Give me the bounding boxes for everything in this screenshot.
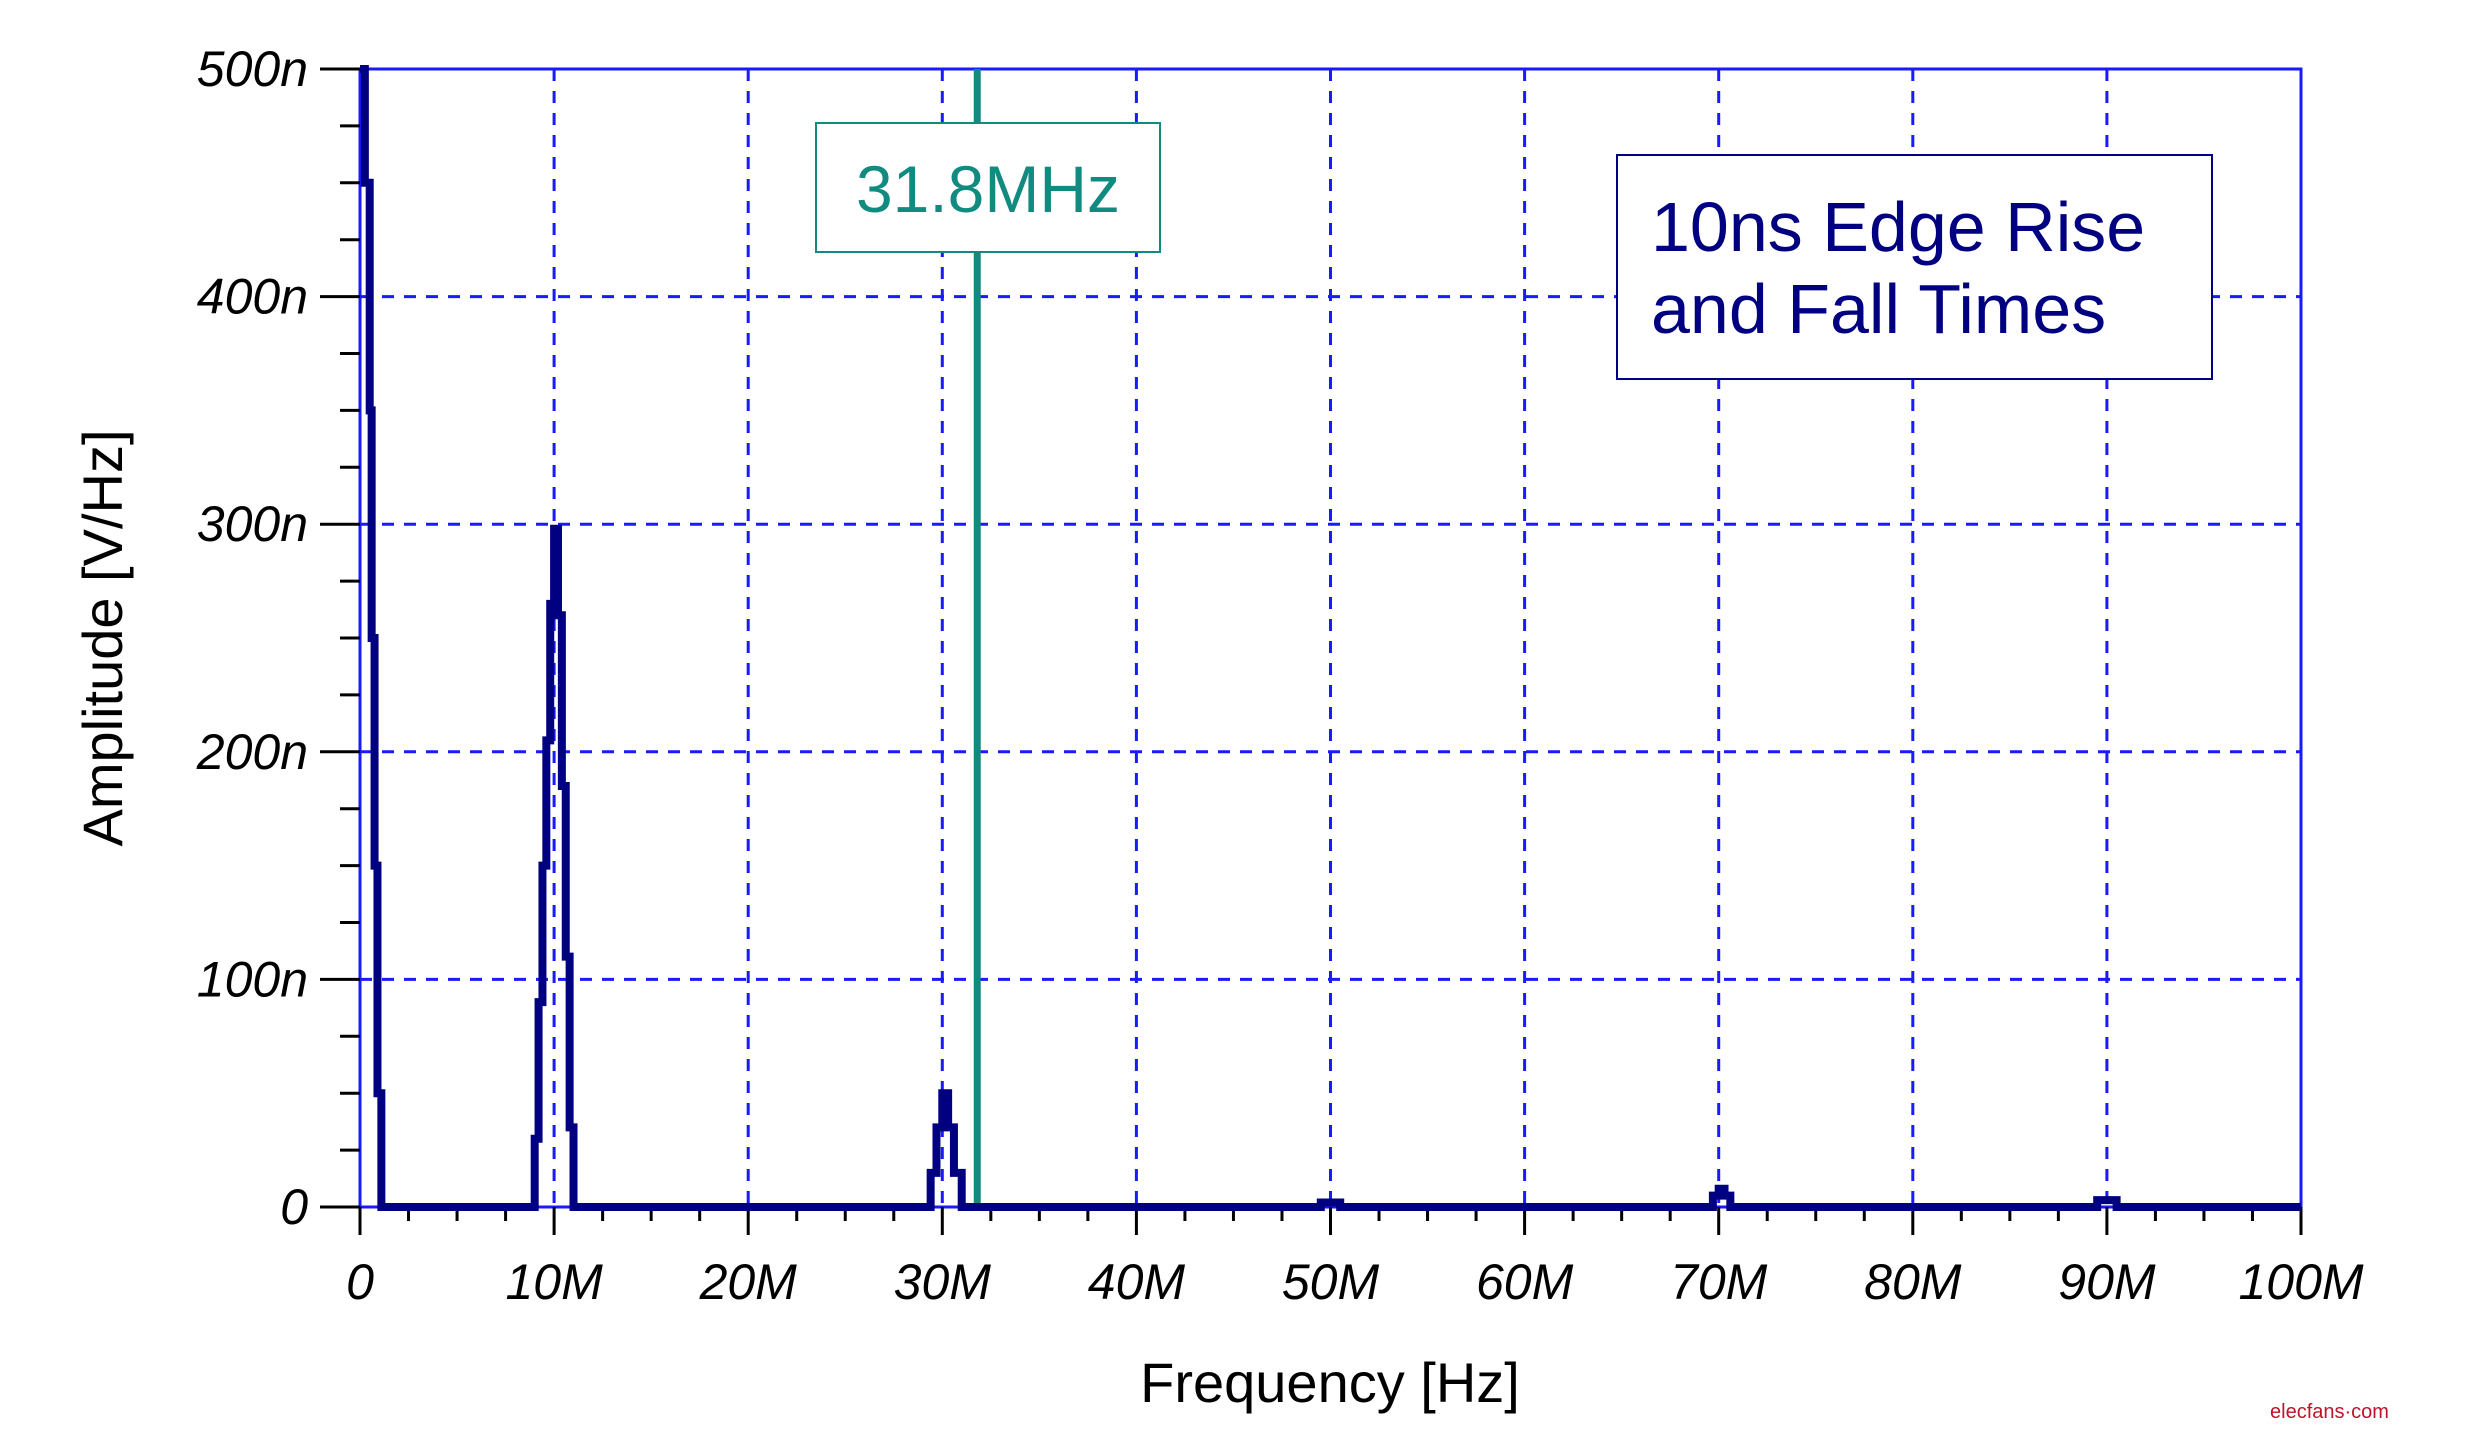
annotation-line-2: and Fall Times [1651,270,2106,348]
x-tick-label: 10M [505,1254,603,1310]
axis-ticks [320,67,2303,1235]
marker-label-box: 31.8MHz [815,122,1161,253]
y-tick-label: 100n [197,951,308,1007]
y-tick-label: 200n [196,724,308,780]
annotation-box: 10ns Edge Rise and Fall Times [1616,154,2213,380]
x-tick-label: 50M [1282,1254,1380,1310]
x-tick-label: 100M [2238,1254,2363,1310]
x-tick-label: 0 [346,1254,374,1310]
x-tick-label: 60M [1476,1254,1574,1310]
y-axis-title: Amplitude [V/Hz] [71,429,134,846]
y-tick-labels: 0 100n 200n 300n 400n 500n [196,41,308,1235]
spectrum-trace [360,65,2301,1211]
watermark-logo: elecfans·com [2270,1401,2389,1423]
x-tick-label: 20M [699,1254,798,1310]
x-axis-title: Frequency [Hz] [1140,1351,1520,1414]
x-tick-labels: 0 10M 20M 30M 40M 50M 60M 70M 80M 90M 100M [346,1254,2364,1310]
x-tick-label: 40M [1088,1254,1186,1310]
y-tick-label: 300n [197,496,308,552]
x-tick-label: 30M [894,1254,992,1310]
x-tick-label: 80M [1864,1254,1962,1310]
x-tick-label: 70M [1670,1254,1768,1310]
y-tick-label: 0 [280,1179,308,1235]
y-tick-label: 400n [197,269,308,325]
x-tick-label: 90M [2058,1254,2156,1310]
y-tick-label: 500n [197,41,308,97]
marker-label: 31.8MHz [856,152,1120,226]
annotation-line-1: 10ns Edge Rise [1651,188,2145,266]
